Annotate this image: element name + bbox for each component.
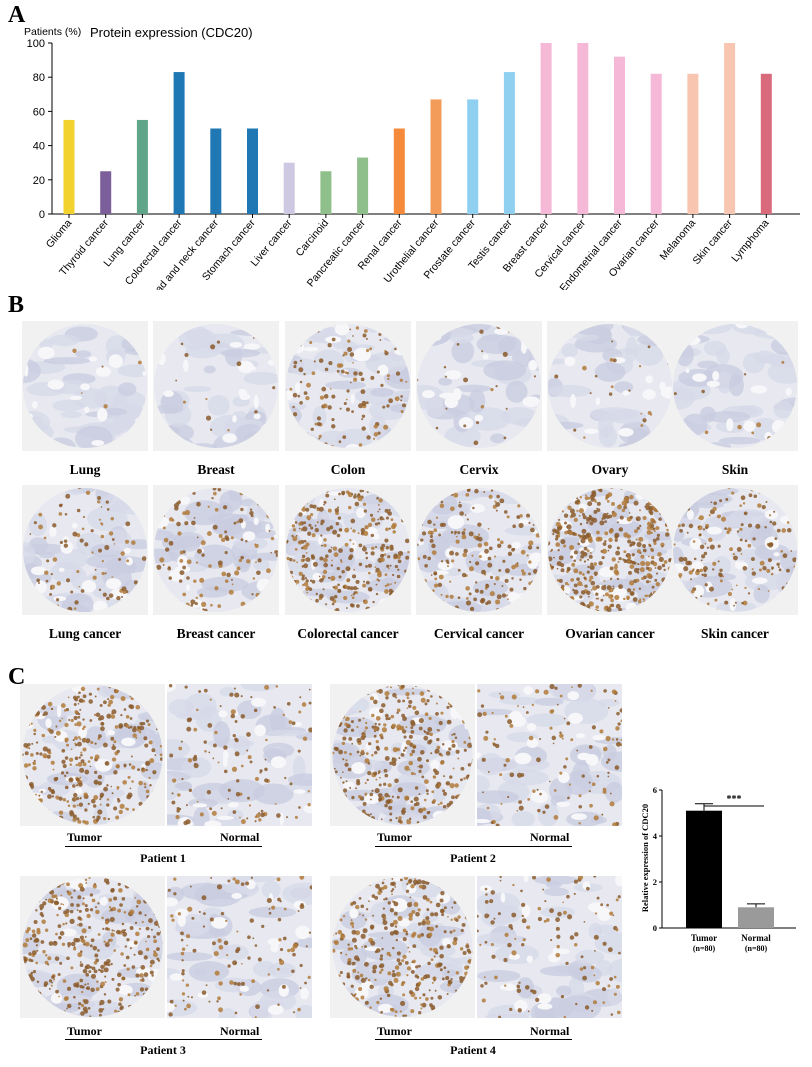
tissue-label: Ovary: [591, 462, 629, 477]
x-tick-label: Glioma: [44, 217, 75, 250]
bar: [687, 73, 699, 214]
normal-tissue-image: [477, 684, 622, 826]
y-axis-label: Patients (%): [24, 26, 81, 38]
bar: [393, 128, 405, 214]
y-tick-label: 0: [653, 923, 657, 933]
y-tick-label: 2: [653, 877, 657, 887]
x-tick-label: Lymphoma: [729, 217, 771, 264]
y-tick-label: 20: [33, 175, 45, 187]
x-tick-label: Normal: [741, 933, 771, 943]
panel-a-letter: A: [8, 2, 26, 28]
bar: [760, 73, 772, 214]
cdc20-bar-chart: Patients (%) Protein expression (CDC20) 0 2…: [24, 25, 800, 290]
bar: [283, 162, 295, 214]
bar: [614, 56, 625, 215]
panel-b-letter: B: [8, 292, 25, 318]
x-tick-sublabel: (n=80): [693, 944, 716, 953]
bar: [738, 907, 774, 928]
tissue-label: Lung cancer: [48, 626, 122, 641]
tumor-tissue-image: [330, 684, 475, 826]
bar: [136, 119, 148, 214]
tissue-label: Skin: [721, 462, 749, 477]
normal-label: Normal: [220, 1024, 260, 1038]
bar: [357, 157, 369, 214]
tissue-image-cancer: [416, 485, 542, 615]
patient-underline: [375, 1039, 572, 1040]
patient-underline: [375, 846, 572, 847]
bar: [430, 99, 442, 214]
tissue-image-normal: [672, 321, 798, 451]
tissue-image-cancer: [672, 485, 798, 615]
tissue-image-normal: [22, 321, 148, 451]
patient-label: Patient 2: [450, 851, 496, 865]
tumor-label: Tumor: [377, 1024, 412, 1038]
tissue-label: Cervical cancer: [433, 626, 525, 641]
normal-tissue-image: [477, 876, 622, 1018]
normal-label: Normal: [530, 1024, 570, 1038]
bar: [247, 128, 258, 214]
patient-label: Patient 1: [140, 851, 186, 865]
y-axis-label: Relative expression of CDC20: [640, 804, 650, 912]
tumor-label: Tumor: [377, 830, 412, 844]
tissue-image-normal: [153, 321, 279, 451]
tissue-image-normal: [547, 321, 673, 451]
tissue-label: Skin cancer: [701, 626, 769, 641]
normal-label: Normal: [220, 830, 260, 844]
y-tick-label: 100: [27, 38, 45, 50]
y-tick-label: 0: [39, 209, 45, 221]
tumor-tissue-image: [330, 876, 475, 1018]
bar: [210, 128, 222, 214]
tissue-label: Breast cancer: [176, 626, 256, 641]
bar: [686, 810, 722, 928]
patient-label: Patient 3: [140, 1043, 186, 1057]
x-tick-label: Tumor: [691, 933, 717, 943]
normal-tissue-image: [167, 876, 312, 1018]
bar: [63, 119, 75, 214]
patient-label: Patient 4: [450, 1043, 496, 1057]
tissue-label: Ovarian cancer: [565, 626, 655, 641]
y-tick-label: 4: [653, 831, 658, 841]
bar: [503, 72, 515, 214]
bar: [100, 171, 112, 214]
y-tick-label: 80: [33, 72, 45, 84]
bar: [724, 43, 736, 214]
y-tick-label: 60: [33, 106, 45, 118]
tumor-label: Tumor: [67, 1024, 102, 1038]
patient-underline: [65, 1039, 262, 1040]
patient-underline: [65, 846, 262, 847]
tissue-image-normal: [285, 321, 411, 451]
relative-expression-chart: Relative expression of CDC200246Tumor(n=…: [640, 785, 796, 953]
significance-label: ***: [727, 794, 742, 805]
tissue-label: Colon: [330, 462, 366, 477]
y-tick-label: 6: [653, 785, 657, 795]
tumor-tissue-image: [20, 876, 165, 1018]
tissue-label: Cervix: [459, 462, 499, 477]
chart-title: Protein expression (CDC20): [90, 25, 253, 40]
bar: [650, 73, 662, 214]
x-tick-label: Carcinoid: [293, 217, 331, 259]
tissue-label: Colorectal cancer: [297, 626, 399, 641]
bar: [540, 43, 552, 214]
normal-label: Normal: [530, 830, 570, 844]
tissue-image-cancer: [285, 485, 411, 615]
tissue-image-cancer: [22, 485, 148, 615]
panel-c-letter: C: [8, 664, 26, 690]
tissue-image-cancer: [153, 485, 279, 615]
bar: [467, 99, 479, 214]
x-tick-sublabel: (n=80): [745, 944, 768, 953]
normal-tissue-image: [167, 684, 312, 826]
tissue-image-normal: [416, 321, 542, 451]
y-tick-label: 40: [33, 141, 45, 153]
tissue-label: Lung: [69, 462, 101, 477]
tumor-label: Tumor: [67, 830, 102, 844]
bar: [173, 72, 185, 214]
tissue-label: Breast: [197, 462, 235, 477]
bar: [577, 43, 589, 214]
tissue-image-cancer: [547, 485, 673, 615]
tumor-tissue-image: [20, 684, 165, 826]
bar: [320, 171, 332, 214]
